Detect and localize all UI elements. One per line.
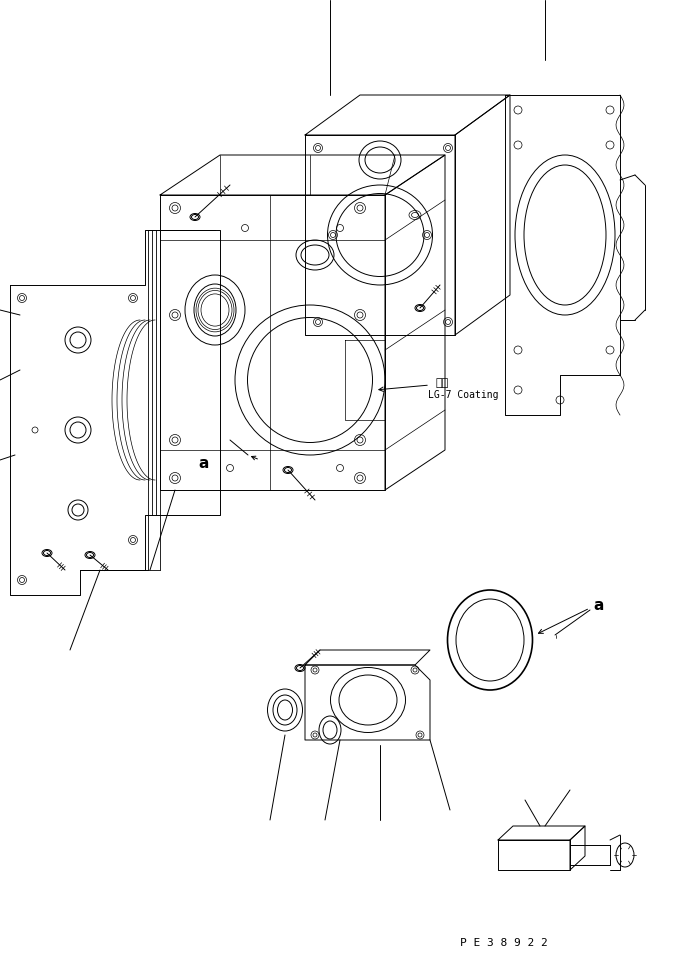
Text: LG-7 Coating: LG-7 Coating [428,390,499,400]
Text: a: a [199,456,209,472]
Text: a: a [593,597,603,612]
Text: P E 3 8 9 2 2: P E 3 8 9 2 2 [460,938,547,948]
Text: 塗布: 塗布 [435,378,448,388]
